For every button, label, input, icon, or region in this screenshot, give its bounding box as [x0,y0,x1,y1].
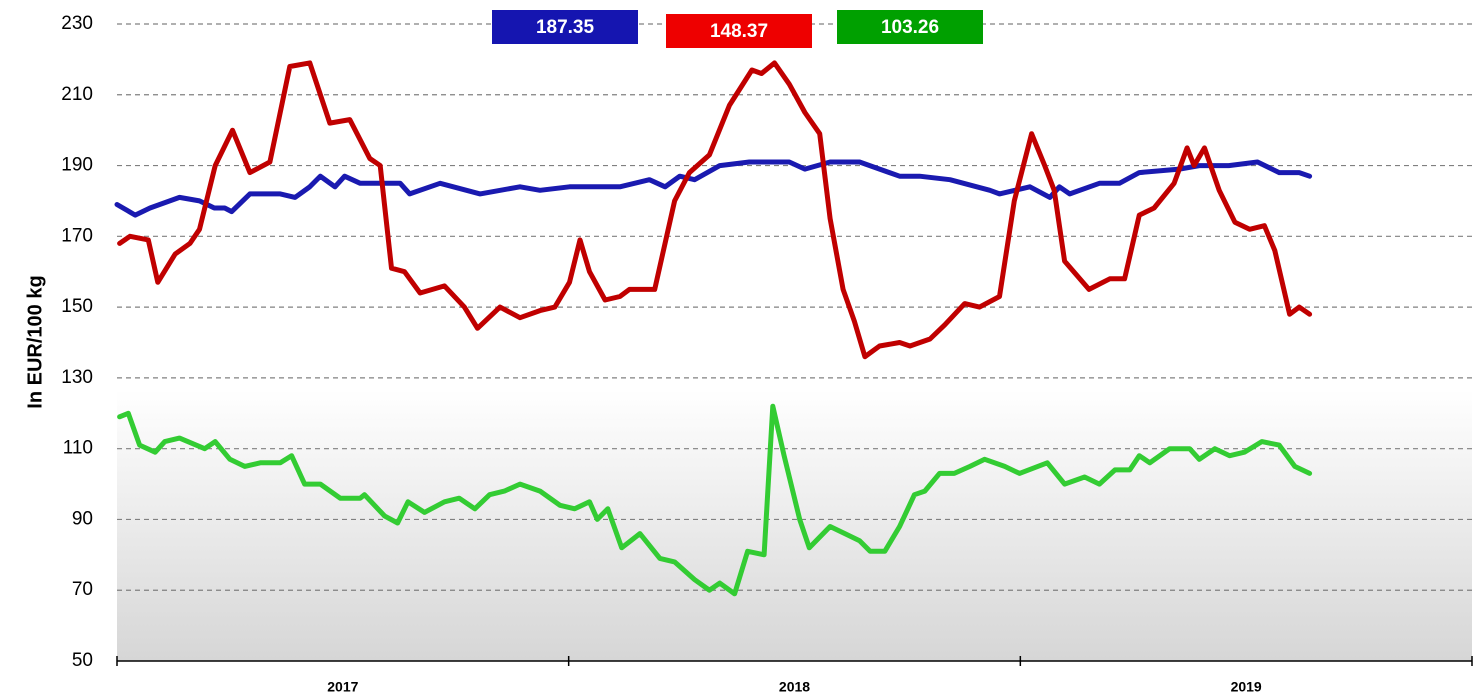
series-line [114,159,1313,218]
y-tick-label: 170 [61,225,93,246]
series-line [117,403,1313,597]
y-tick-label: 50 [72,650,93,671]
y-tick-label: 90 [72,508,93,529]
series-line [117,60,1313,360]
value-badge [492,10,638,44]
value-badge-label: 103.26 [881,17,939,38]
y-tick-label: 230 [61,13,93,34]
y-tick-label: 210 [61,84,93,105]
x-category-label: 2017 [327,679,358,695]
value-badge [666,14,812,48]
y-axis-label: In EUR/100 kg [24,275,46,408]
value-badge-label: 187.35 [536,17,595,38]
x-category-label: 2019 [1231,679,1262,695]
y-tick-label: 150 [61,296,93,317]
y-tick-label: 70 [72,579,93,600]
value-badge [837,10,983,44]
y-tick-label: 130 [61,367,93,388]
value-badge-label: 148.37 [710,21,768,42]
y-tick-label: 110 [63,438,93,459]
y-tick-label: 190 [61,155,93,176]
plot-background [117,390,1472,661]
x-category-label: 2018 [779,679,810,695]
